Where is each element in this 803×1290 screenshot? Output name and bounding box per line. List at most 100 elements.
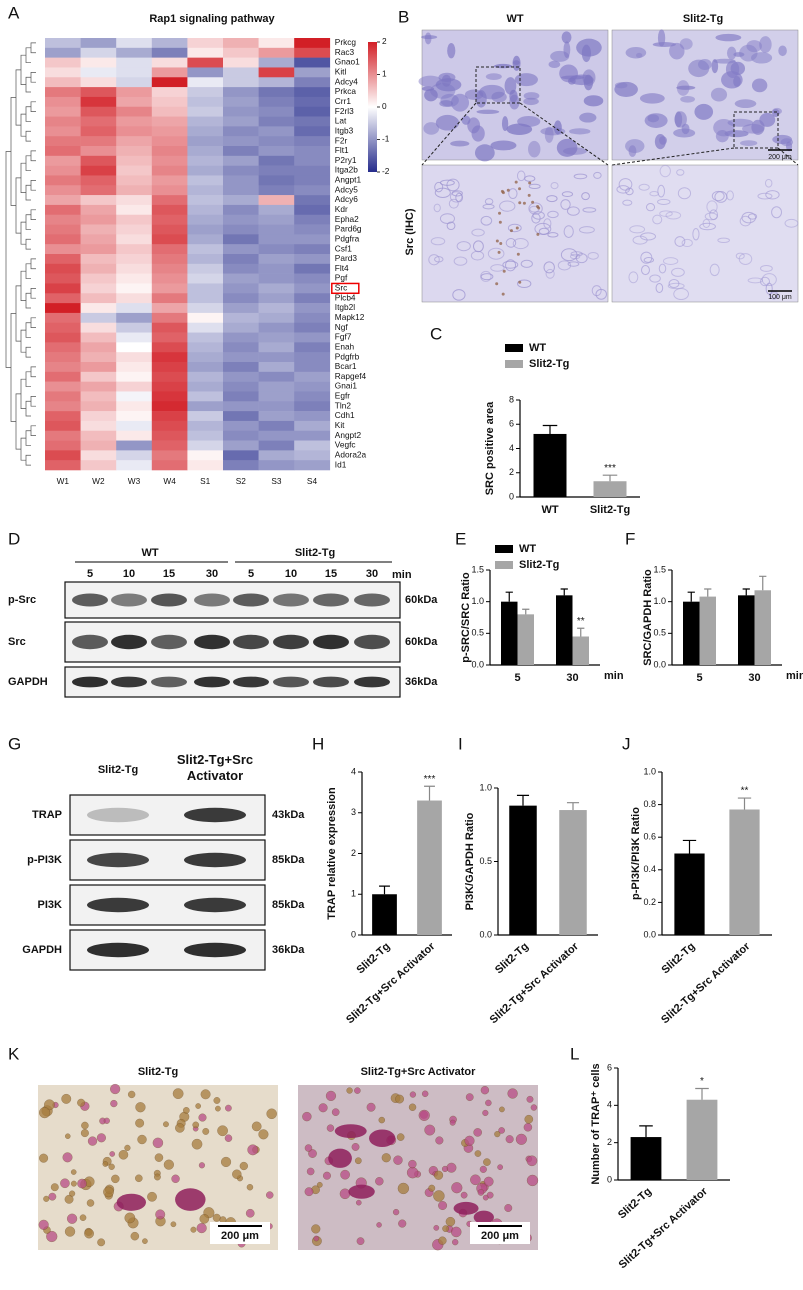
tissue-texture (699, 222, 716, 231)
heatmap-cell (258, 342, 295, 353)
heatmap-cell (294, 293, 331, 304)
heatmap-cell (294, 165, 331, 176)
heatmap-cell (294, 126, 331, 137)
cell (355, 1199, 362, 1206)
heatmap-cell (45, 116, 81, 127)
heatmap-cell (223, 96, 259, 108)
column-title: Slit2-Tg (138, 1066, 178, 1078)
heatmap-cell (223, 381, 259, 392)
tissue-texture (759, 276, 771, 287)
tissue-texture (471, 228, 485, 237)
heatmap-cell (116, 165, 153, 176)
row-label: Src (335, 283, 347, 293)
heatmap-cell (187, 47, 224, 58)
cell (50, 1183, 59, 1192)
dendrogram (15, 69, 21, 126)
tissue-texture (639, 93, 665, 104)
heatmap-cell (294, 273, 331, 284)
cell (396, 1133, 405, 1141)
heatmap-cell (258, 440, 295, 451)
tissue-texture (423, 122, 440, 135)
tissue-texture (548, 60, 561, 69)
x-tick-label: Slit2-Tg (659, 940, 697, 976)
heatmap-cell (294, 106, 331, 117)
tissue-texture (490, 140, 517, 151)
row-label: Gnao1 (335, 57, 360, 67)
heatmap-cell (258, 352, 295, 363)
stain-dot (518, 201, 522, 205)
heatmap-cell (151, 126, 188, 137)
error-bar (704, 588, 712, 597)
blot-band (111, 634, 147, 650)
heatmap-cell (151, 224, 188, 235)
tissue-texture (563, 147, 587, 155)
blot-band (87, 852, 149, 868)
row-label: GAPDH (22, 944, 62, 956)
heatmap-cell (258, 332, 295, 343)
cell (124, 1144, 131, 1151)
heatmap-cell (187, 460, 224, 471)
y-tick-label: 0 (607, 1174, 612, 1184)
row-label: Epha2 (335, 214, 359, 224)
heatmap-cell (151, 460, 188, 471)
heatmap-cell (80, 263, 117, 274)
cell (409, 1091, 417, 1098)
error-bar (424, 785, 435, 801)
tissue-texture (448, 198, 459, 209)
cell (198, 1162, 205, 1169)
heatmap-cell (45, 440, 81, 451)
heatmap-cell (80, 155, 117, 166)
blot-band (194, 676, 230, 688)
cell (48, 1192, 57, 1201)
bar (738, 595, 755, 665)
cell (302, 1111, 312, 1122)
row-label: Itgb3 (335, 125, 354, 135)
size-label: 85kDa (272, 899, 305, 911)
cell (232, 1169, 242, 1179)
heatmap-cell (80, 244, 117, 255)
legend-swatch (505, 360, 523, 368)
panel-letter: F (625, 529, 635, 548)
time-label: 30 (366, 568, 378, 580)
bar (509, 805, 537, 935)
blot-band (233, 593, 269, 607)
tissue-texture (733, 76, 741, 87)
heatmap-cell (223, 155, 259, 166)
row-label: Pdgfra (335, 233, 360, 243)
heatmap-cell (187, 391, 224, 402)
heatmap-cell (45, 273, 81, 284)
heatmap-cell (294, 391, 331, 402)
heatmap-cell (80, 67, 117, 78)
cell (340, 1169, 350, 1180)
heatmap-cell (294, 116, 331, 127)
dendrogram (20, 329, 26, 353)
heatmap-cell (258, 430, 295, 441)
heatmap-cell (294, 234, 331, 245)
bar (417, 800, 442, 935)
row-label: Itgb2l (335, 302, 355, 312)
tissue-texture (544, 126, 554, 143)
tissue-texture (649, 274, 661, 283)
cell (220, 1156, 232, 1168)
heatmap-cell (116, 322, 153, 333)
tissue-texture (582, 69, 596, 86)
heatmap-cell (223, 47, 259, 58)
column-label: S2 (236, 476, 247, 486)
heatmap-cell (45, 204, 81, 216)
heatmap-cell (80, 254, 117, 265)
heatmap-cell (294, 460, 331, 471)
cell (494, 1131, 501, 1138)
tissue-texture (547, 210, 559, 219)
heatmap-cell (116, 234, 153, 245)
heatmap-cell (80, 87, 117, 98)
heatmap-cell (151, 263, 188, 274)
cell (217, 1125, 228, 1137)
y-tick-label: 3 (351, 807, 356, 817)
tissue-texture (569, 128, 591, 135)
cell (504, 1204, 513, 1212)
heatmap-cell (258, 234, 295, 245)
heatmap-cell (151, 214, 188, 225)
tissue-texture (711, 59, 719, 74)
column-label: S4 (307, 476, 318, 486)
dendrogram (20, 270, 26, 301)
